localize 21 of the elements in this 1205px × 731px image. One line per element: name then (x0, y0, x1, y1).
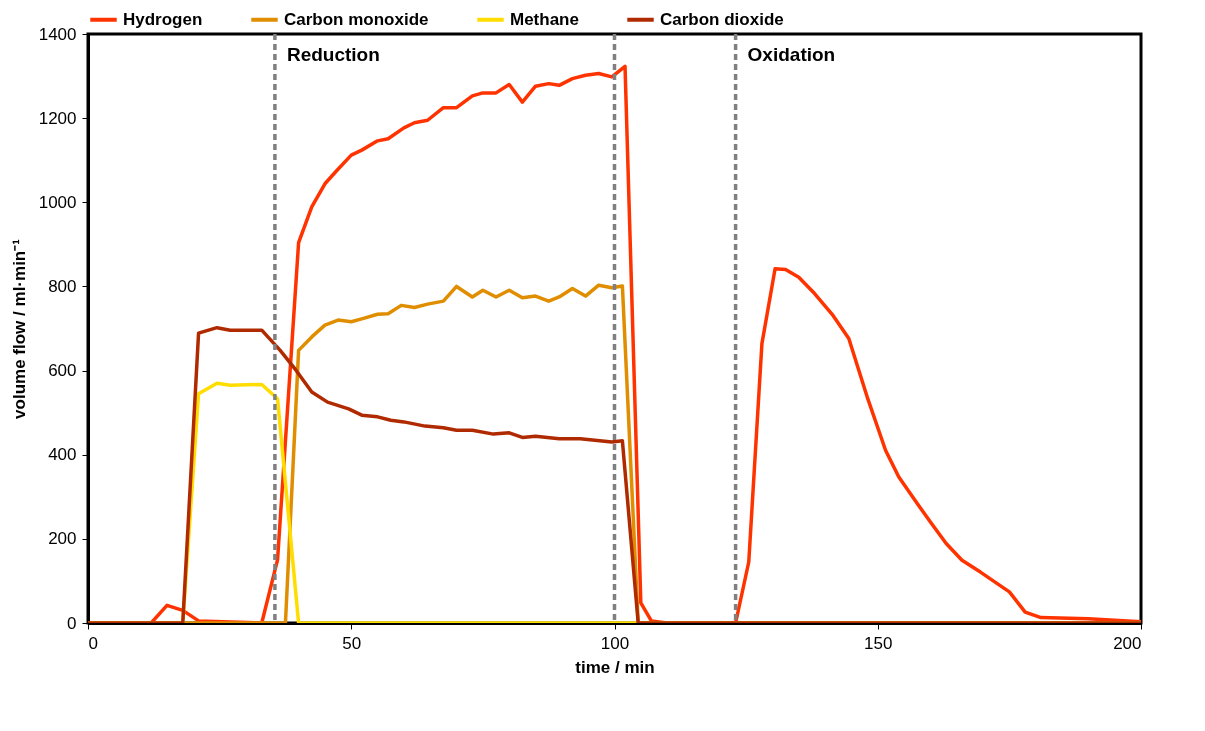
y-tick-label: 800 (48, 276, 77, 296)
ref-line-label: Reduction (286, 44, 380, 65)
ref-line-label: Oxidation (747, 44, 836, 65)
legend-label: Carbon dioxide (660, 9, 784, 29)
legend-label: Hydrogen (123, 9, 203, 29)
x-axis-title: time / min (575, 657, 655, 677)
x-tick-label: 50 (342, 633, 362, 653)
legend-label: Carbon monoxide (284, 9, 429, 29)
x-tick-label: 150 (864, 633, 893, 653)
y-tick-label: 0 (67, 613, 77, 633)
y-tick-label: 1000 (38, 192, 77, 212)
y-tick-label: 200 (48, 529, 77, 549)
x-tick-label: 0 (88, 633, 98, 653)
y-tick-label: 600 (48, 361, 77, 381)
y-tick-label: 1400 (38, 24, 77, 44)
x-tick-label: 200 (1113, 633, 1142, 653)
x-tick-label: 100 (600, 633, 630, 653)
y-axis-title: volume flow / ml·min⁻¹ (9, 238, 29, 419)
y-tick-label: 1200 (38, 108, 77, 128)
legend-label: Methane (510, 9, 579, 29)
y-tick-label: 400 (48, 445, 77, 465)
